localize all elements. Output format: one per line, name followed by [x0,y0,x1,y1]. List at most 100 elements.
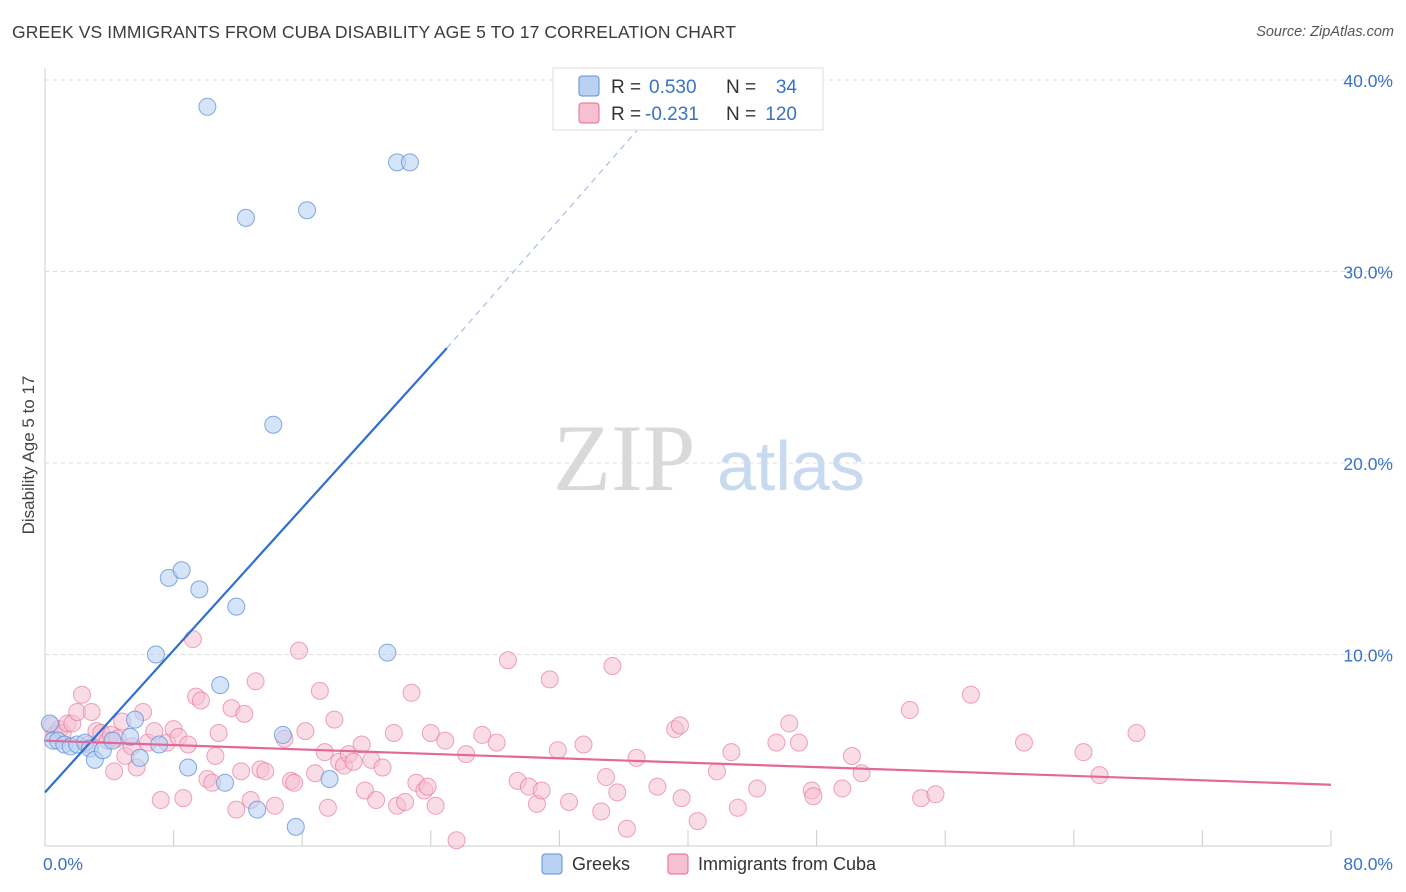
data-point-greeks [179,758,198,777]
data-point-cuba [722,743,741,762]
bottom-legend-swatch-cuba [667,853,689,875]
watermark-atlas: atlas [717,427,865,505]
data-point-cuba [384,724,403,743]
data-point-greeks [121,727,140,746]
data-point-cuba [688,812,707,831]
data-point-greeks [190,580,209,599]
bottom-legend-label-cuba: Immigrants from Cuba [698,854,877,874]
legend-n-value-greeks: 34 [776,77,798,98]
data-point-cuba [325,710,344,729]
data-point-greeks [126,710,145,729]
data-point-cuba [418,777,437,796]
chart-title: GREEK VS IMMIGRANTS FROM CUBA DISABILITY… [12,22,737,42]
data-point-cuba [206,746,225,765]
data-point-greeks [320,769,339,788]
x-tick-label-min: 0.0% [43,854,83,874]
legend-r-label-greeks: R = [611,77,641,98]
bottom-legend-label-greeks: Greeks [572,854,630,874]
y-tick-label: 20.0% [1343,454,1393,474]
trend-line-greeks-extension [446,108,657,349]
data-point-cuba [1127,724,1146,743]
data-point-greeks [286,817,305,836]
data-point-cuba [804,787,823,806]
data-point-cuba [707,762,726,781]
data-point-cuba [1090,766,1109,785]
data-point-cuba [1074,743,1093,762]
data-point-cuba [235,704,254,723]
data-point-cuba [780,714,799,733]
data-point-cuba [487,733,506,752]
y-tick-labels: 10.0% 20.0% 30.0% 40.0% [1343,71,1393,666]
data-point-cuba [315,743,334,762]
y-axis-label: Disability Age 5 to 17 [19,376,38,535]
data-point-cuba [789,733,808,752]
data-point-cuba [447,831,466,850]
data-point-greeks [40,714,59,733]
data-point-cuba [627,748,646,767]
data-point-greeks [378,643,397,662]
watermark: ZIP atlas [553,405,865,511]
series-legend: Greeks Immigrants from Cuba [541,853,877,875]
data-point-cuba [421,724,440,743]
data-point-cuba [174,789,193,808]
data-point-cuba [246,672,265,691]
data-point-greeks [103,731,122,750]
data-point-greeks [227,597,246,616]
data-point-cuba [227,800,246,819]
x-tick-label-max: 80.0% [1343,854,1393,874]
legend-r-label-cuba: R = [611,104,641,125]
legend-n-label-cuba: N = [726,104,756,125]
legend-swatch-cuba [578,102,600,124]
data-point-greeks [130,748,149,767]
data-point-cuba [833,779,852,798]
data-point-cuba [151,791,170,810]
data-point-cuba [560,792,579,811]
data-point-cuba [603,656,622,675]
series-greeks [40,97,419,836]
data-point-cuba [728,798,747,817]
data-point-greeks [211,676,230,695]
data-point-cuba [900,701,919,720]
data-point-cuba [672,789,691,808]
y-tick-label: 40.0% [1343,71,1393,91]
data-point-cuba [1014,733,1033,752]
source-label: Source: ZipAtlas.com [1256,24,1394,40]
data-point-greeks [264,415,283,434]
data-point-greeks [146,645,165,664]
data-point-cuba [310,681,329,700]
legend-n-label-greeks: N = [726,77,756,98]
data-point-cuba [852,764,871,783]
data-point-cuba [842,746,861,765]
bottom-legend-swatch-greeks [541,853,563,875]
y-tick-label: 30.0% [1343,263,1393,283]
correlation-legend: R = 0.530 N = 34 R = -0.231 N = 120 [552,67,824,131]
y-tick-label: 10.0% [1343,646,1393,666]
data-point-cuba [532,781,551,800]
data-point-greeks [216,773,235,792]
data-point-cuba [574,735,593,754]
data-point-cuba [748,779,767,798]
data-point-cuba [256,762,275,781]
legend-swatch-greeks [578,75,600,97]
data-point-cuba [318,798,337,817]
data-point-cuba [402,683,421,702]
data-point-cuba [285,773,304,792]
watermark-zip: ZIP [553,405,696,511]
data-point-cuba [608,783,627,802]
data-point-cuba [926,785,945,804]
data-point-cuba [597,768,616,787]
data-point-cuba [289,641,308,660]
legend-r-value-cuba: -0.231 [645,104,699,125]
data-point-greeks [248,800,267,819]
data-point-cuba [209,724,228,743]
data-point-cuba [296,722,315,741]
data-point-cuba [540,670,559,689]
data-point-cuba [473,725,492,744]
data-point-cuba [426,796,445,815]
trend-lines [44,108,1332,794]
data-point-cuba [617,819,636,838]
series-immigrants-from-cuba [42,630,1146,850]
data-point-greeks [198,97,217,116]
legend-r-value-greeks: 0.530 [649,77,697,98]
